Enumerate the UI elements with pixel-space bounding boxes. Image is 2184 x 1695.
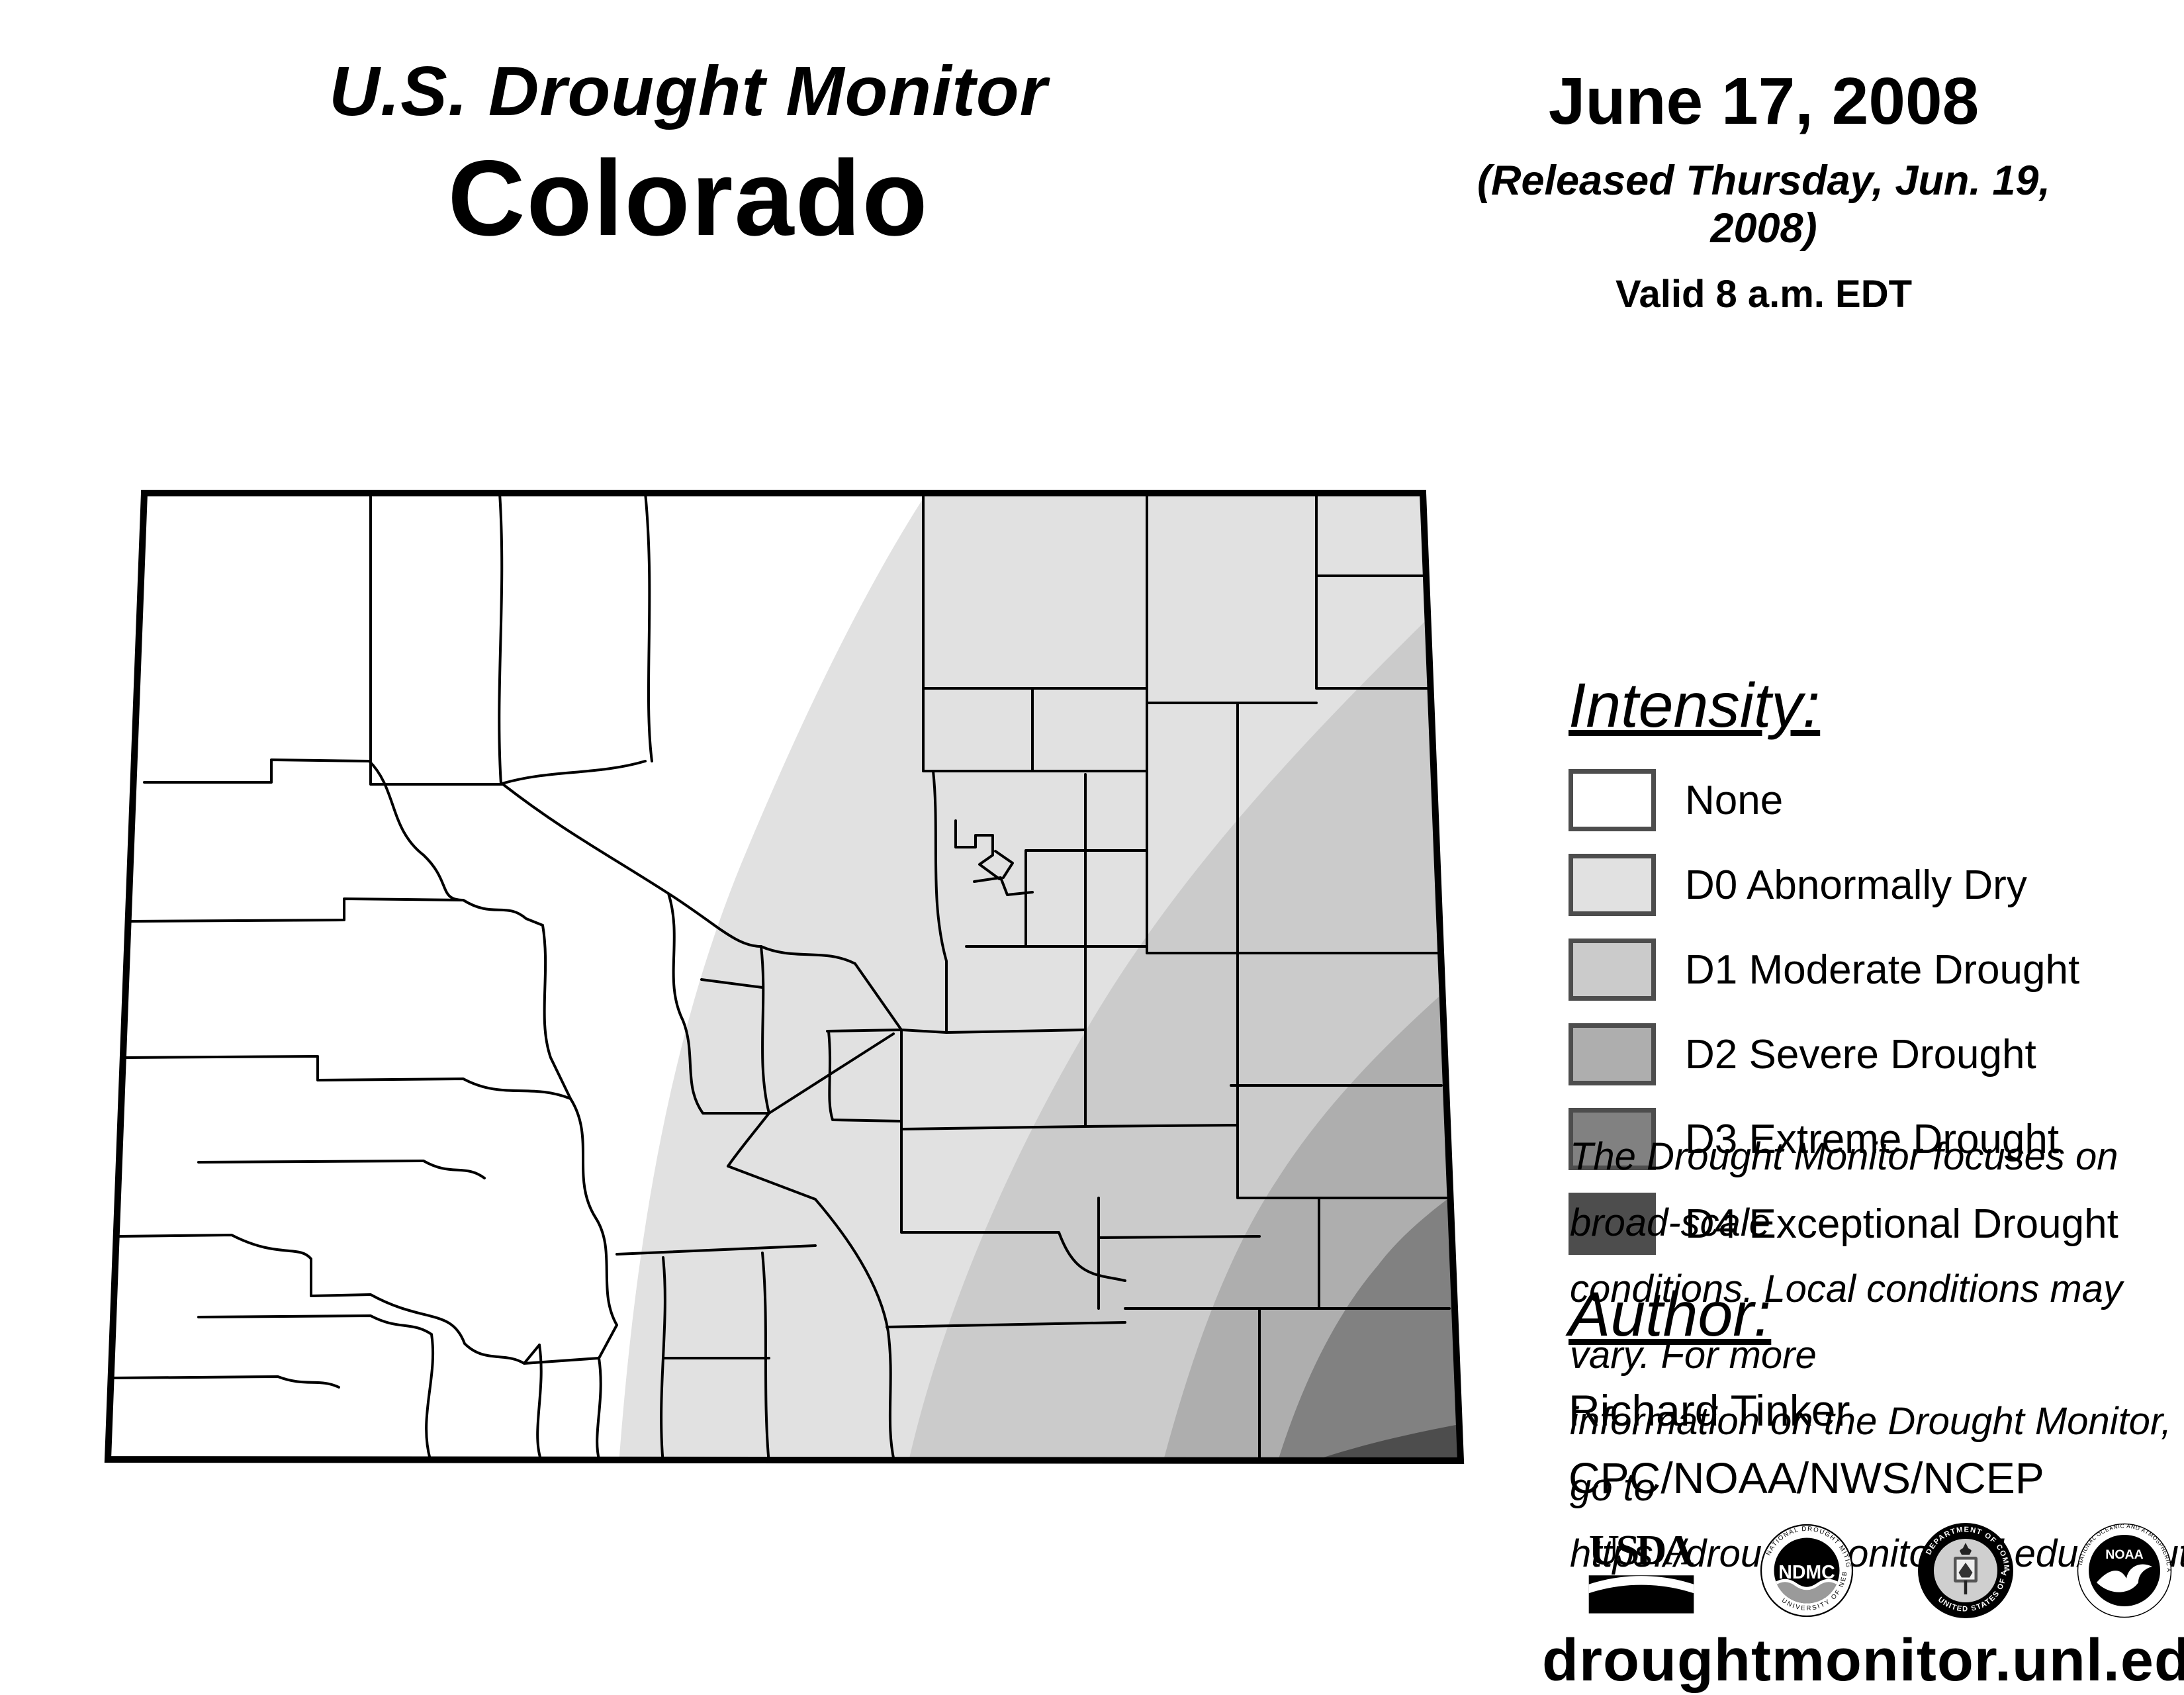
- drought-shading-layer: [108, 493, 1461, 1461]
- author-heading: Author:: [1569, 1279, 1772, 1350]
- title-block: U.S. Drought Monitor Colorado: [225, 52, 1152, 260]
- legend-label: D0 Abnormally Dry: [1685, 862, 2027, 908]
- area-d4: [1314, 1424, 1461, 1461]
- legend-label: D3 Extreme Drought: [1685, 1116, 2060, 1162]
- legend-row-d4: D4 Exceptional Drought: [1569, 1193, 2151, 1255]
- author-org: CPC/NOAA/NWS/NCEP: [1569, 1453, 2044, 1502]
- legend-row-d0: D0 Abnormally Dry: [1569, 854, 2151, 916]
- usda-text: USDA: [1589, 1526, 1694, 1573]
- legend-label: D4 Exceptional Drought: [1685, 1201, 2118, 1247]
- footer-url: droughtmonitor.unl.edu: [1542, 1627, 2184, 1694]
- swatch-d3: [1569, 1108, 1656, 1170]
- legend-row-d1: D1 Moderate Drought: [1569, 939, 2151, 1001]
- usda-logo: USDA: [1588, 1526, 1694, 1614]
- legend-label: D2 Severe Drought: [1685, 1031, 2036, 1077]
- noaa-text: NOAA: [2105, 1547, 2143, 1562]
- logo-row: USDA NDMC NATIONAL DROUGHT MITIGATION CE…: [1585, 1521, 2174, 1620]
- swatch-none: [1569, 769, 1656, 831]
- legend-heading: Intensity:: [1569, 670, 1821, 741]
- ndmc-text: NDMC: [1778, 1562, 1835, 1583]
- dept-of-commerce-logo: DEPARTMENT OF COMMERCE UNITED STATES OF …: [1916, 1521, 2013, 1618]
- noaa-logo: NATIONAL OCEANIC AND ATMOSPHERIC ADMINIS…: [2075, 1521, 2172, 1618]
- disclaimer: The Drought Monitor focuses on broad-sca…: [1570, 1124, 2184, 1587]
- author-name: Richard Tinker: [1569, 1386, 1850, 1435]
- legend-label: None: [1685, 777, 1784, 823]
- legend-row-none: None: [1569, 769, 2151, 831]
- ndmc-logo: NDMC NATIONAL DROUGHT MITIGATION CENTER …: [1757, 1521, 1854, 1618]
- author-block: Author: Richard Tinker CPC/NOAA/NWS/NCEP: [1569, 1279, 2177, 1503]
- region-title: Colorado: [447, 138, 929, 258]
- swatch-d4: [1569, 1193, 1656, 1255]
- release-date: (Released Thursday, Jun. 19, 2008): [1477, 158, 2050, 252]
- disclaimer-line: conditions. Local conditions may vary. F…: [1570, 1267, 2123, 1377]
- state-border: [104, 490, 1465, 1465]
- legend-row-d2: D2 Severe Drought: [1569, 1023, 2151, 1085]
- county-boundaries: [110, 493, 1451, 1461]
- page-title: U.S. Drought Monitor: [329, 52, 1048, 130]
- swatch-d2: [1569, 1023, 1656, 1085]
- swatch-d0: [1569, 854, 1656, 916]
- area-d3: [1277, 1199, 1461, 1461]
- valid-time: Valid 8 a.m. EDT: [1615, 273, 1913, 316]
- map-date: June 17, 2008: [1548, 64, 1979, 138]
- swatch-d1: [1569, 939, 1656, 1001]
- disclaimer-line: information on the Drought Monitor, go t…: [1570, 1400, 2172, 1509]
- legend-label: D1 Moderate Drought: [1685, 946, 2080, 993]
- disclaimer-line: The Drought Monitor focuses on broad-sca…: [1570, 1135, 2118, 1244]
- legend-row-d3: D3 Extreme Drought: [1569, 1108, 2151, 1170]
- date-block: June 17, 2008 (Released Thursday, Jun. 1…: [1430, 64, 2098, 316]
- legend: Intensity: None D0 Abnormally Dry D1 Mod…: [1569, 670, 2151, 1278]
